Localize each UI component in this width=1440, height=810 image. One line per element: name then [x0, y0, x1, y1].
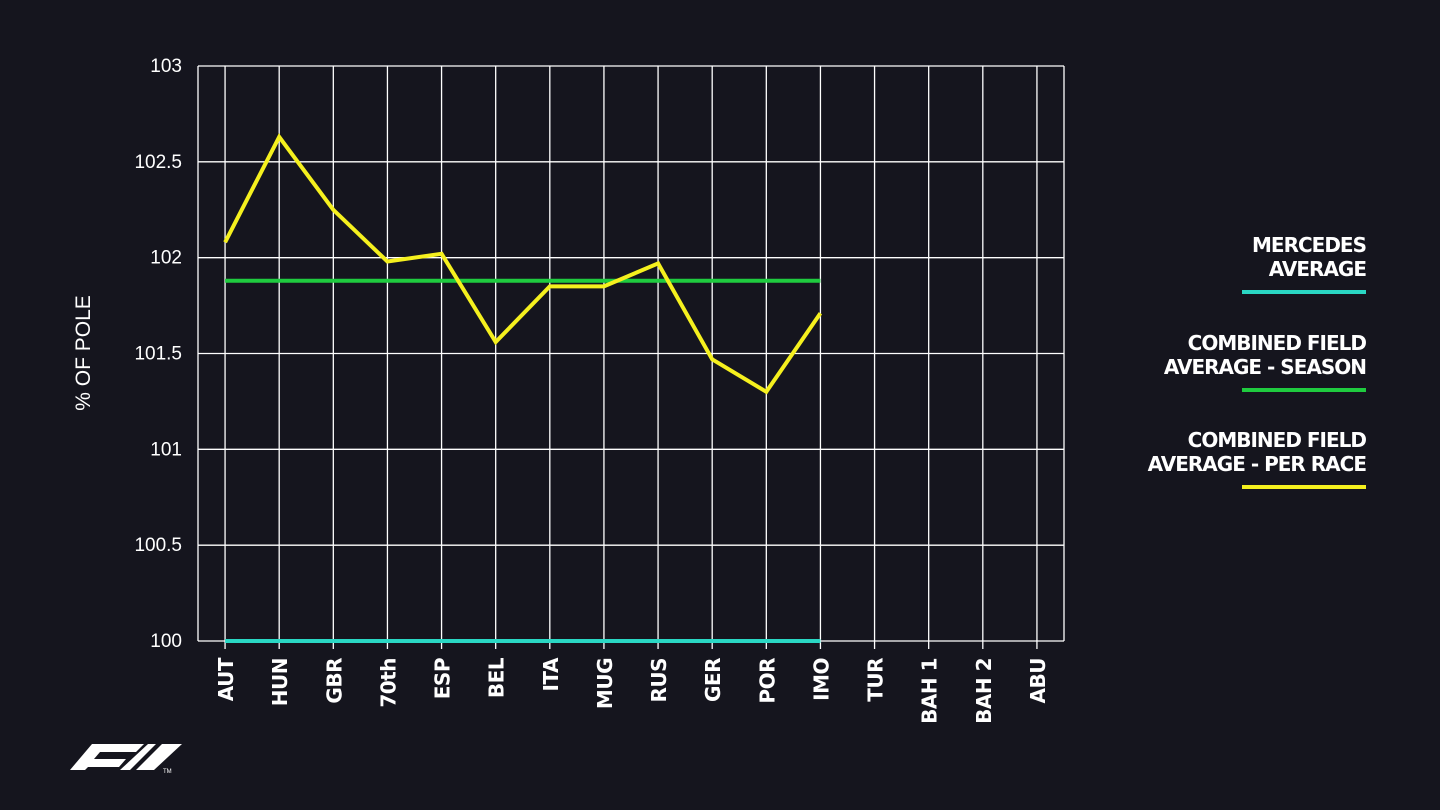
x-tick-label: RUS: [647, 658, 671, 703]
svg-text:TM: TM: [163, 769, 172, 774]
y-axis-ticks: 100 100.5 101 101.5 102 102.5 103: [134, 56, 182, 652]
x-tick-label: GER: [701, 658, 725, 702]
legend-item-mercedes-average: MERCEDES AVERAGE: [1046, 233, 1367, 299]
y-tick-label: 100: [150, 631, 182, 652]
x-tick-label: ESP: [431, 658, 455, 699]
legend-swatch: [1242, 388, 1366, 392]
x-tick-label: ITA: [539, 657, 563, 692]
legend-item-field-average-per-race: COMBINED FIELD AVERAGE - PER RACE: [1046, 428, 1367, 494]
legend-item-field-average-season: COMBINED FIELD AVERAGE - SEASON: [1046, 331, 1367, 397]
f1-logo-icon: TM: [70, 744, 182, 774]
y-tick-label: 101: [150, 439, 182, 460]
y-tick-label: 100.5: [134, 535, 182, 556]
legend-label: MERCEDES AVERAGE: [1252, 233, 1367, 281]
series-line-2: [223, 133, 823, 395]
y-tick-label: 101.5: [134, 344, 182, 365]
y-tick-label: 102: [150, 248, 182, 269]
y-tick-label: 103: [150, 56, 182, 77]
legend-swatch: [1242, 290, 1366, 294]
x-tick-label: GBR: [322, 658, 346, 704]
grid: [197, 65, 1065, 649]
x-tick-label: BAH 2: [972, 658, 996, 724]
x-tick-label: BAH 1: [918, 658, 942, 724]
x-tick-label: AUT: [214, 657, 238, 701]
x-tick-label: MUG: [593, 658, 617, 709]
legend-label: COMBINED FIELD AVERAGE - PER RACE: [1147, 428, 1367, 476]
x-tick-label: TUR: [864, 658, 888, 702]
x-tick-label: POR: [755, 658, 779, 704]
legend-label: COMBINED FIELD AVERAGE - SEASON: [1163, 331, 1367, 379]
series-group: [223, 133, 823, 643]
x-tick-label: HUN: [268, 658, 292, 706]
x-tick-label: ABU: [1026, 658, 1050, 703]
y-axis-label: % OF POLE: [72, 295, 95, 411]
x-tick-label: IMO: [809, 658, 833, 701]
x-tick-label: 70th: [376, 658, 400, 708]
x-axis-ticks: AUT HUN GBR 70th ESP BEL ITA MUG RUS GER POR IMO TUR…: [214, 657, 1050, 724]
x-tick-label: BEL: [485, 657, 509, 698]
legend-swatch: [1242, 485, 1366, 489]
y-tick-label: 102.5: [134, 152, 182, 173]
